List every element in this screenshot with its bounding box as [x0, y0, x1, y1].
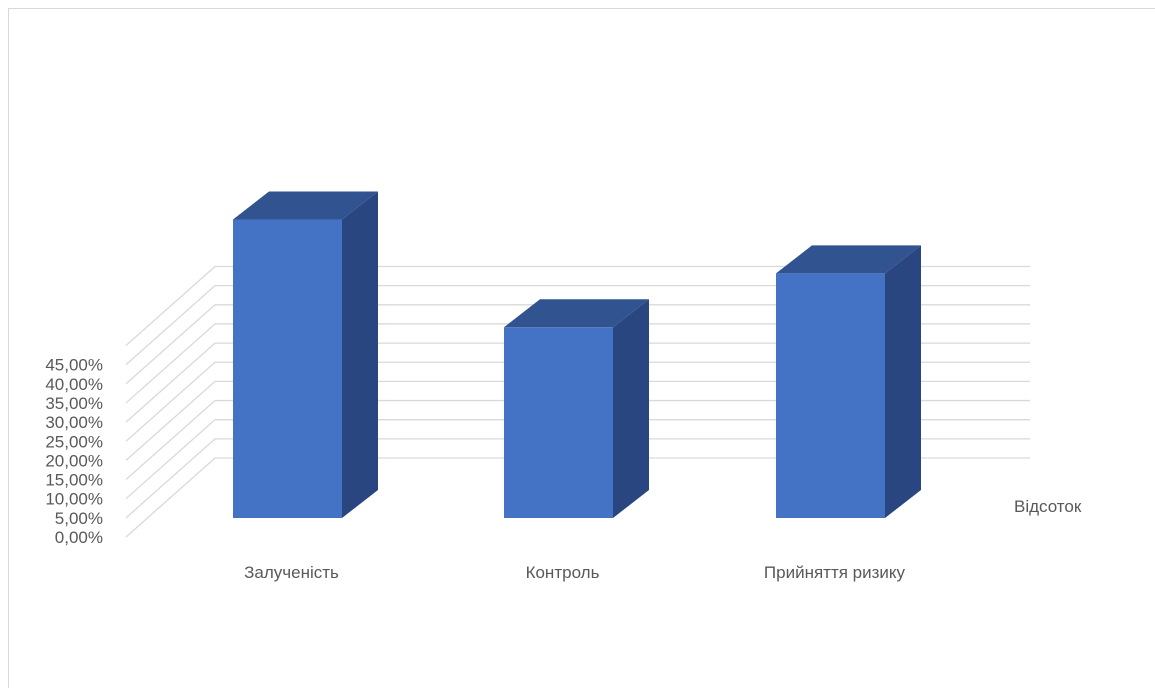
gridline — [125, 457, 1030, 538]
gridline — [125, 342, 1030, 423]
gridline — [125, 361, 1030, 442]
bar — [776, 245, 921, 518]
gridline — [125, 304, 1030, 385]
chart-frame — [8, 8, 1155, 688]
gridline — [125, 438, 1030, 519]
gridline — [125, 265, 1030, 346]
y-tick-label: 0,00% — [55, 528, 103, 547]
y-tick-label: 10,00% — [45, 490, 103, 509]
gridline — [125, 419, 1030, 500]
y-tick-label: 20,00% — [45, 451, 103, 470]
x-axis-categories: Залученість Контроль Прийняття ризику — [244, 563, 905, 582]
bar-top-face — [233, 191, 378, 220]
legend-series-label: Відсоток — [1014, 497, 1082, 516]
bar-top-face — [504, 299, 649, 328]
gridline — [125, 399, 1030, 481]
y-tick-label: 40,00% — [45, 375, 103, 394]
bar-side-face — [885, 245, 921, 518]
bar-side-face — [613, 299, 649, 518]
y-tick-label: 5,00% — [55, 509, 103, 528]
y-axis-ticks: 0,00%5,00%10,00%15,00%20,00%25,00%30,00%… — [45, 356, 103, 547]
gridlines — [125, 265, 1030, 538]
bar — [504, 299, 649, 518]
bar — [233, 191, 378, 518]
bar-front-face — [233, 219, 342, 518]
category-label: Контроль — [526, 563, 600, 582]
bar-front-face — [776, 273, 885, 518]
y-tick-label: 30,00% — [45, 413, 103, 432]
y-tick-label: 15,00% — [45, 471, 103, 490]
bar-top-face — [776, 245, 921, 274]
bar-side-face — [342, 191, 378, 518]
y-tick-label: 45,00% — [45, 356, 103, 375]
gridline — [125, 323, 1030, 404]
gridline — [125, 380, 1030, 461]
category-label: Прийняття ризику — [764, 563, 906, 582]
gridline — [125, 284, 1030, 366]
bars — [233, 191, 921, 518]
category-label: Залученість — [244, 563, 339, 582]
y-tick-label: 25,00% — [45, 432, 103, 451]
bar-front-face — [504, 327, 613, 518]
y-tick-label: 35,00% — [45, 394, 103, 413]
